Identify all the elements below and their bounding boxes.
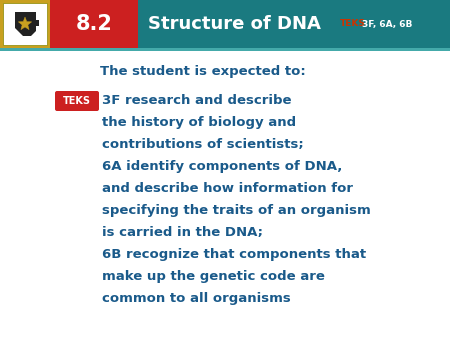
Text: the history of biology and: the history of biology and [102, 116, 296, 129]
Text: 8.2: 8.2 [76, 14, 112, 34]
Polygon shape [15, 12, 39, 36]
Bar [0, 48, 450, 51]
Text: 6B recognize that components that: 6B recognize that components that [102, 248, 366, 261]
Bar [0, 0, 450, 48]
Polygon shape [18, 17, 32, 30]
Bar [3, 3, 47, 45]
Text: common to all organisms: common to all organisms [102, 292, 291, 305]
Text: TEKS: TEKS [340, 20, 366, 28]
Text: and describe how information for: and describe how information for [102, 182, 353, 195]
Text: is carried in the DNA;: is carried in the DNA; [102, 226, 263, 239]
Text: specifying the traits of an organism: specifying the traits of an organism [102, 204, 371, 217]
Text: 3F, 6A, 6B: 3F, 6A, 6B [362, 20, 412, 28]
Text: TEKS: TEKS [63, 96, 91, 106]
Text: 6A identify components of DNA,: 6A identify components of DNA, [102, 160, 342, 173]
Text: contributions of scientists;: contributions of scientists; [102, 138, 304, 151]
Bar [50, 0, 138, 48]
Bar [0, 0, 50, 48]
FancyBboxPatch shape [55, 91, 99, 111]
Text: The student is expected to:: The student is expected to: [100, 65, 306, 78]
Text: make up the genetic code are: make up the genetic code are [102, 270, 325, 283]
Text: 3F research and describe: 3F research and describe [102, 94, 292, 107]
Text: Structure of DNA: Structure of DNA [148, 15, 321, 33]
